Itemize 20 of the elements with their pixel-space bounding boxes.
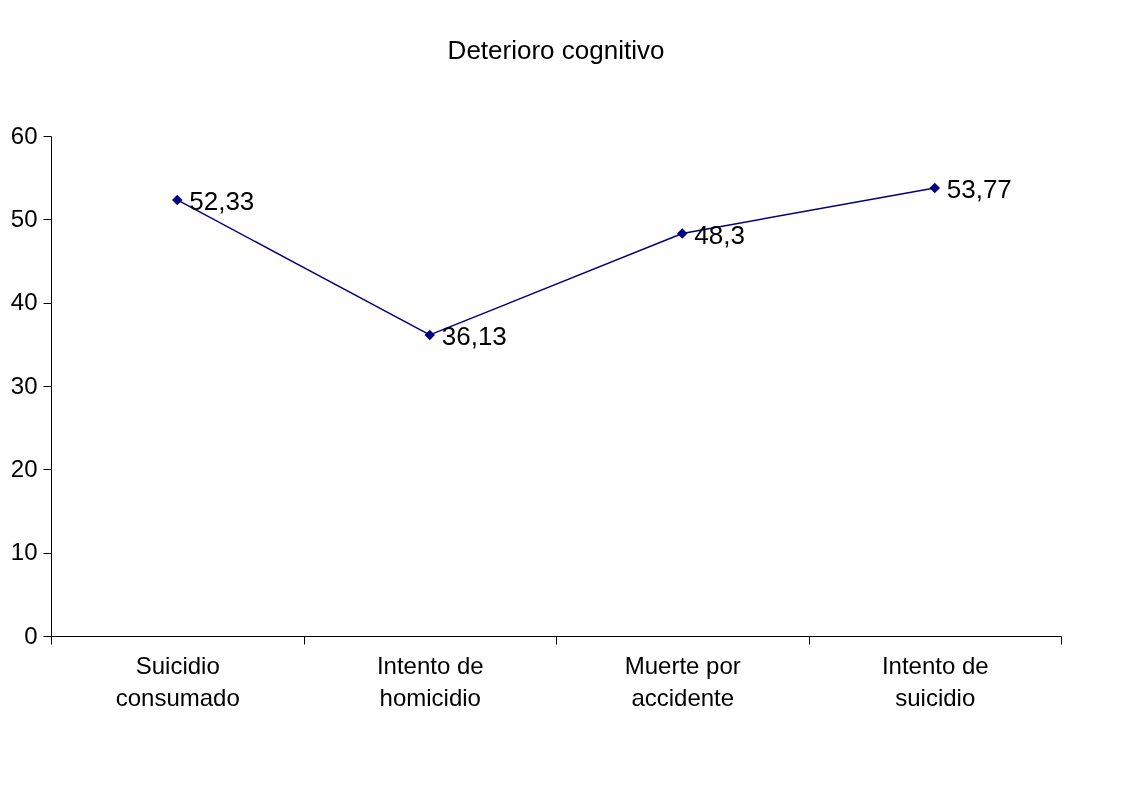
y-tick-label: 0 <box>24 621 38 649</box>
x-tick-label: Muerte por accidente <box>624 651 741 711</box>
point <box>677 228 688 239</box>
chart-title: Deterioro cognitivo <box>447 35 665 65</box>
point <box>172 194 183 206</box>
point <box>424 329 435 341</box>
x-tick-label: Suicidio consumado <box>115 651 240 711</box>
x-tick-label: Intento de suicidio <box>881 651 989 711</box>
data-label: 52,33 <box>189 185 255 216</box>
y-tick-label: 40 <box>10 288 38 316</box>
data-label: 48,3 <box>694 219 745 250</box>
point <box>929 182 940 194</box>
y-tick-label: 60 <box>10 121 38 149</box>
data-label: 36,13 <box>441 320 507 351</box>
y-tick-label: 10 <box>10 538 38 566</box>
y-tick-label: 30 <box>10 371 38 399</box>
y-tick-label: 50 <box>10 204 38 232</box>
data-label: 53,77 <box>946 173 1012 204</box>
y-tick-label: 20 <box>10 454 38 482</box>
x-tick-label: Intento de homicidio <box>376 651 484 711</box>
